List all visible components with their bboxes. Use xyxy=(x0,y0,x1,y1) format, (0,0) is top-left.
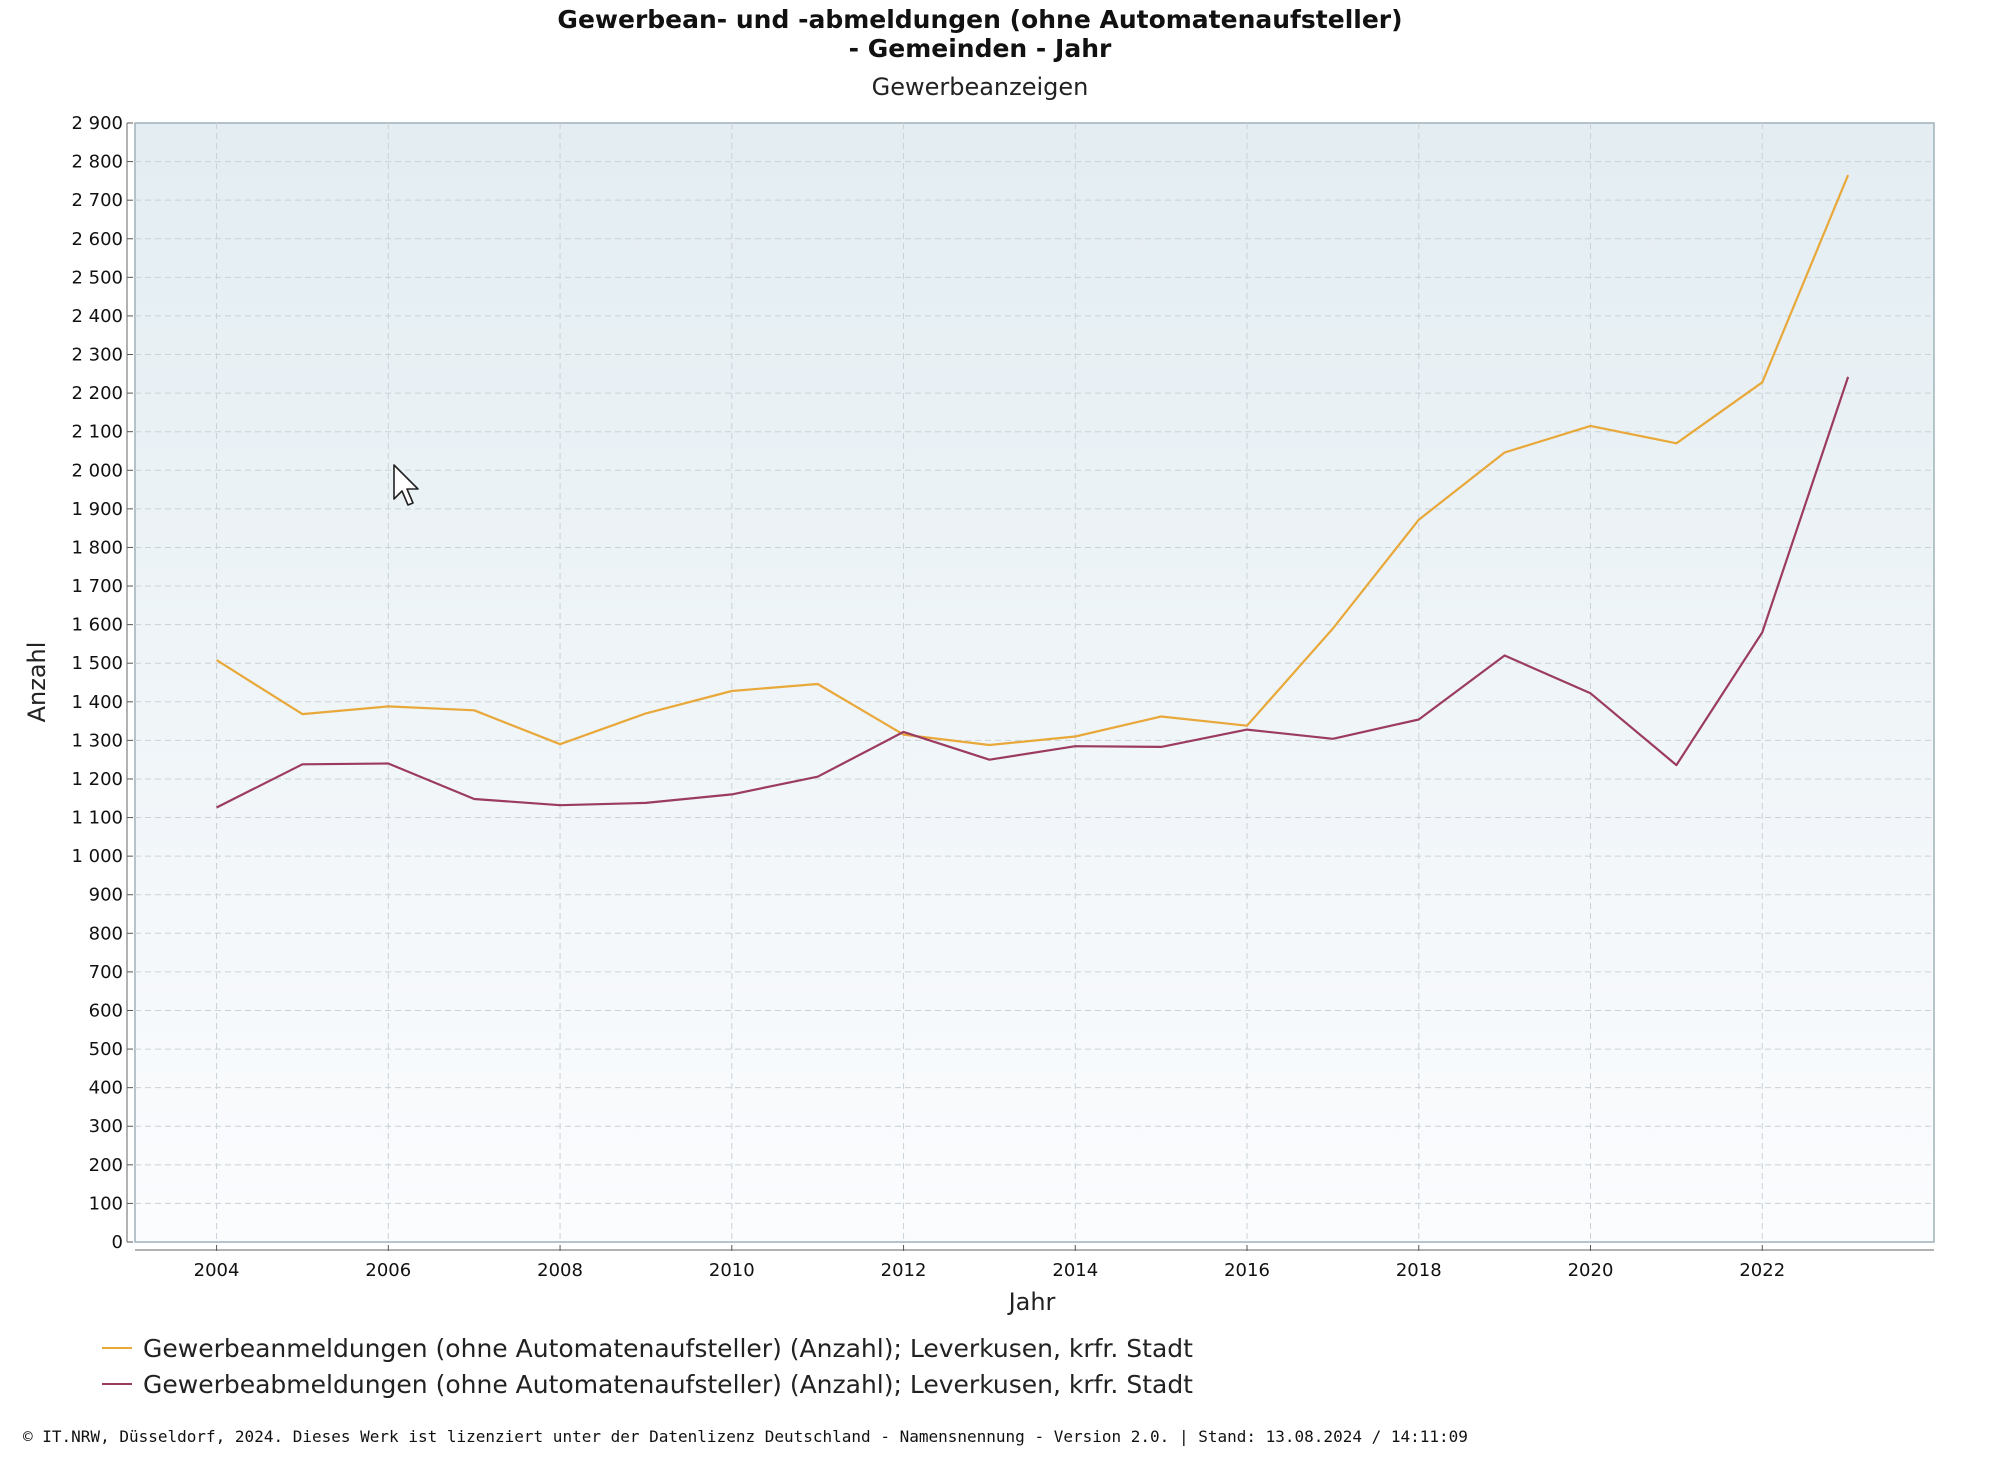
y-tick-label: 2 900 xyxy=(71,113,123,134)
series-line-anmeldungen xyxy=(216,174,1850,747)
y-tick-label: 900 xyxy=(89,885,123,906)
plot-area xyxy=(134,122,1935,1243)
x-tick-label: 2010 xyxy=(709,1260,755,1281)
y-tick-label: 300 xyxy=(89,1116,123,1137)
y-tick-label: 1 100 xyxy=(71,808,123,829)
x-axis-title: Jahr xyxy=(1007,1288,1056,1316)
y-tick-label: 2 600 xyxy=(71,229,123,250)
y-tick-label: 1 400 xyxy=(71,692,123,713)
series-line-abmeldungen xyxy=(216,376,1850,809)
y-tick-label: 200 xyxy=(89,1155,123,1176)
y-tick-label: 2 800 xyxy=(71,152,123,173)
chart-subtitle: Gewerbeanzeigen xyxy=(872,73,1089,101)
y-tick-label: 2 100 xyxy=(71,422,123,443)
legend-label-abmeldungen: Gewerbeabmeldungen (ohne Automatenaufste… xyxy=(143,1370,1193,1399)
x-tick-label: 2022 xyxy=(1739,1260,1785,1281)
x-tick-label: 2008 xyxy=(537,1260,583,1281)
x-tick-label: 2018 xyxy=(1396,1260,1442,1281)
y-tick-label: 600 xyxy=(89,1000,123,1021)
y-tick-label: 2 700 xyxy=(71,190,123,211)
x-tick-label: 2012 xyxy=(881,1260,927,1281)
y-tick-label: 100 xyxy=(89,1193,123,1214)
y-tick-label: 1 900 xyxy=(71,499,123,520)
series-lines xyxy=(216,174,1850,809)
legend: Gewerbeanmeldungen (ohne Automatenaufste… xyxy=(102,1334,1193,1399)
x-tick-label: 2016 xyxy=(1224,1260,1270,1281)
x-tick-label: 2020 xyxy=(1568,1260,1614,1281)
y-tick-label: 0 xyxy=(112,1232,123,1253)
chart-title-line1: Gewerbean- und -abmeldungen (ohne Automa… xyxy=(557,5,1402,34)
y-tick-label: 2 200 xyxy=(71,383,123,404)
y-tick-label: 800 xyxy=(89,923,123,944)
y-tick-label: 700 xyxy=(89,962,123,983)
x-tick-label: 2004 xyxy=(194,1260,240,1281)
y-tick-label: 1 300 xyxy=(71,730,123,751)
grid xyxy=(135,123,1934,1242)
y-tick-label: 2 300 xyxy=(71,345,123,366)
y-tick-label: 1 600 xyxy=(71,615,123,636)
y-tick-label: 1 700 xyxy=(71,576,123,597)
legend-label-anmeldungen: Gewerbeanmeldungen (ohne Automatenaufste… xyxy=(143,1334,1193,1363)
mouse-pointer-icon xyxy=(393,464,419,506)
y-tick-label: 1 200 xyxy=(71,769,123,790)
x-tick-label: 2006 xyxy=(365,1260,411,1281)
y-tick-label: 2 400 xyxy=(71,306,123,327)
y-tick-label: 1 800 xyxy=(71,537,123,558)
y-tick-label: 2 500 xyxy=(71,267,123,288)
axes: 0 100 200 300 400 500 600 700 800 900 1 000 1 100 1 … xyxy=(71,113,1934,1281)
chart-title-line2: - Gemeinden - Jahr xyxy=(849,34,1112,63)
y-tick-label: 1 000 xyxy=(71,846,123,867)
y-tick-label: 400 xyxy=(89,1078,123,1099)
footer-copyright: © IT.NRW, Düsseldorf, 2024. Dieses Werk … xyxy=(23,1427,1468,1446)
x-tick-label: 2014 xyxy=(1052,1260,1098,1281)
y-tick-label: 1 500 xyxy=(71,653,123,674)
y-axis-title: Anzahl xyxy=(23,642,51,723)
y-tick-label: 500 xyxy=(89,1039,123,1060)
y-tick-label: 2 000 xyxy=(71,460,123,481)
